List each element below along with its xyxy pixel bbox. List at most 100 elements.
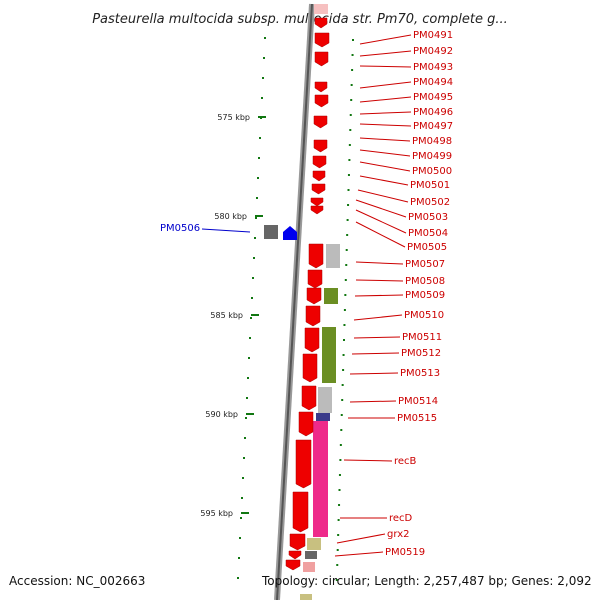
leader-line xyxy=(359,175,409,186)
leader-line xyxy=(353,336,401,339)
cog-block xyxy=(305,551,317,559)
leader-line xyxy=(359,149,411,157)
gene-arrow[interactable] xyxy=(301,385,317,411)
tick-label: 590 kbp xyxy=(205,410,238,419)
gene-arrow[interactable] xyxy=(292,491,309,533)
leader-line xyxy=(359,123,412,127)
gene-label-pm0514[interactable]: PM0514 xyxy=(398,396,438,407)
gene-label-pm0492[interactable]: PM0492 xyxy=(413,46,453,57)
gene-label-pm0512[interactable]: PM0512 xyxy=(401,348,441,359)
gene-label-pm0513[interactable]: PM0513 xyxy=(400,368,440,379)
gene-arrow[interactable] xyxy=(285,559,301,571)
cog-block xyxy=(316,413,330,421)
gene-arrow[interactable] xyxy=(314,32,330,48)
leader-line xyxy=(359,81,412,89)
tick-label: 595 kbp xyxy=(200,509,233,518)
gene-label-pm0491[interactable]: PM0491 xyxy=(413,30,453,41)
gene-arrow[interactable] xyxy=(310,205,324,215)
gene-label-pm0496[interactable]: PM0496 xyxy=(413,107,453,118)
gene-label-pm0508[interactable]: PM0508 xyxy=(405,276,445,287)
cog-block xyxy=(264,225,278,239)
cog-block xyxy=(324,288,338,304)
gene-label-layer[interactable]: PM0491 PM0492 PM0493 PM0494 PM0495 PM0496 PM04… xyxy=(160,30,453,558)
leader-line xyxy=(359,161,411,172)
gene-label-pm0501[interactable]: PM0501 xyxy=(410,180,450,191)
gene-label-pm0495[interactable]: PM0495 xyxy=(413,92,453,103)
gene-arrow[interactable] xyxy=(304,327,320,353)
gene-label-pm0515[interactable]: PM0515 xyxy=(397,413,437,424)
leader-line xyxy=(359,111,412,115)
gene-label-pm0519[interactable]: PM0519 xyxy=(385,547,425,558)
leader-line xyxy=(359,34,412,45)
position-axis: 575 kbp 580 kbp 585 kbp 590 kbp 595 kbp xyxy=(200,37,354,581)
gene-arrow[interactable] xyxy=(308,243,324,269)
cog-block xyxy=(300,594,312,600)
tick-label: 585 kbp xyxy=(210,311,243,320)
gene-label-pm0509[interactable]: PM0509 xyxy=(405,290,445,301)
leader-line xyxy=(334,551,384,557)
gene-arrow[interactable] xyxy=(283,226,297,240)
cog-block xyxy=(313,421,328,537)
leader-line xyxy=(359,96,412,103)
gene-arrow[interactable] xyxy=(305,305,321,327)
gene-track[interactable] xyxy=(283,4,330,571)
leader-line xyxy=(355,221,406,248)
cog-block xyxy=(307,538,321,550)
gene-label-pm0494[interactable]: PM0494 xyxy=(413,77,453,88)
gene-arrow[interactable] xyxy=(314,4,328,14)
leader-line xyxy=(343,459,393,462)
gene-arrow[interactable] xyxy=(310,197,324,207)
gene-arrow[interactable] xyxy=(314,17,328,29)
gene-arrow[interactable] xyxy=(312,155,327,169)
map-title: Pasteurella multocida subsp. multocida s… xyxy=(92,12,508,27)
gene-arrow[interactable] xyxy=(313,139,328,153)
gene-label-pm0497[interactable]: PM0497 xyxy=(413,121,453,132)
tick-label: 580 kbp xyxy=(214,212,247,221)
leader-line xyxy=(355,199,407,218)
gene-arrow[interactable] xyxy=(302,353,318,383)
gene-arrow[interactable] xyxy=(312,170,326,182)
gene-label-pm0504[interactable]: PM0504 xyxy=(408,228,448,239)
gene-label-pm0505[interactable]: PM0505 xyxy=(407,242,447,253)
cog-category-track xyxy=(264,225,340,600)
gene-label-pm0506[interactable]: PM0506 xyxy=(160,223,200,234)
leader-line xyxy=(353,314,403,321)
topology-text: Topology: circular; Length: 2,257,487 bp… xyxy=(261,574,592,588)
leader-line xyxy=(359,137,411,142)
gene-label-pm0507[interactable]: PM0507 xyxy=(405,259,445,270)
gene-arrow[interactable] xyxy=(311,183,326,195)
gene-label-pm0500[interactable]: PM0500 xyxy=(412,166,452,177)
gene-arrow[interactable] xyxy=(314,81,328,93)
gene-label-grx2[interactable]: grx2 xyxy=(387,529,409,540)
cog-block xyxy=(322,327,336,383)
gene-arrow[interactable] xyxy=(313,115,328,129)
gene-arrow[interactable] xyxy=(314,51,329,67)
gene-label-recd[interactable]: recD xyxy=(389,513,413,524)
gene-label-recb[interactable]: recB xyxy=(394,456,417,467)
gene-label-pm0503[interactable]: PM0503 xyxy=(408,212,448,223)
gene-arrow[interactable] xyxy=(314,94,329,108)
gene-arrow[interactable] xyxy=(298,411,314,437)
cog-block xyxy=(318,387,332,413)
leader-line xyxy=(354,294,404,297)
gene-arrow[interactable] xyxy=(295,439,312,489)
gene-label-pm0510[interactable]: PM0510 xyxy=(404,310,444,321)
accession-text: Accession: NC_002663 xyxy=(9,574,145,588)
gene-label-pm0511[interactable]: PM0511 xyxy=(402,332,442,343)
gene-label-pm0498[interactable]: PM0498 xyxy=(412,136,452,147)
gene-arrow[interactable] xyxy=(288,550,302,560)
gene-arrow[interactable] xyxy=(307,269,323,289)
gene-label-pm0502[interactable]: PM0502 xyxy=(410,197,450,208)
leader-line xyxy=(355,279,404,282)
tick-label: 575 kbp xyxy=(217,113,250,122)
leader-line xyxy=(349,400,397,403)
gene-label-pm0499[interactable]: PM0499 xyxy=(412,151,452,162)
leader-line xyxy=(357,189,409,203)
leader-line xyxy=(201,228,251,233)
gene-arrow[interactable] xyxy=(306,287,322,305)
cog-block xyxy=(326,244,340,268)
gene-label-pm0493[interactable]: PM0493 xyxy=(413,62,453,73)
gene-arrow[interactable] xyxy=(289,533,306,551)
leader-line xyxy=(336,533,386,544)
